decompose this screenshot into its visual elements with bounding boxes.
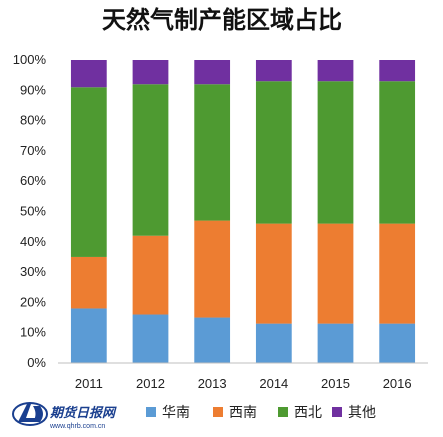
y-tick-label: 90% — [20, 82, 46, 97]
bar-segment-华南-2014 — [255, 323, 292, 363]
y-tick-label: 80% — [20, 113, 46, 128]
legend-label: 西南 — [229, 405, 257, 421]
y-tick-label: 60% — [20, 173, 46, 188]
bar-segment-其他-2016 — [379, 60, 416, 82]
bar-segment-西南-2012 — [132, 235, 169, 315]
y-axis: 0% 10% 20% 30% 40% 50% 60% 70% 80% 90% 100% — [13, 52, 47, 370]
x-tick-label: 2014 — [259, 376, 288, 391]
legend-swatch — [213, 407, 223, 417]
legend-item-西南: 西南 — [213, 405, 257, 421]
bar-segment-西南-2013 — [194, 220, 231, 318]
bar-segment-华南-2015 — [317, 323, 354, 363]
x-tick-label: 2011 — [75, 376, 103, 391]
y-tick-label: 20% — [20, 294, 46, 309]
legend-label: 华南 — [162, 405, 190, 421]
bars — [70, 60, 416, 363]
bar-segment-西北-2016 — [379, 81, 416, 224]
y-tick-label: 30% — [20, 264, 46, 279]
bar-segment-华南-2016 — [379, 323, 416, 363]
y-tick-label: 10% — [20, 325, 46, 340]
legend-swatch — [278, 407, 288, 417]
bar-segment-西北-2014 — [255, 81, 292, 224]
bar-segment-西南-2016 — [379, 223, 416, 324]
bar-segment-其他-2012 — [132, 60, 169, 85]
legend-label: 西北 — [294, 405, 322, 421]
watermark-name: 期货日报网 — [49, 405, 117, 421]
watermark-logo: 期货日报网 www.qhrb.com.cn — [12, 402, 117, 430]
watermark-url: www.qhrb.com.cn — [49, 423, 105, 430]
bar-segment-西南-2014 — [255, 223, 292, 324]
y-tick-label: 50% — [20, 204, 46, 219]
legend-item-华南: 华南 — [146, 405, 190, 421]
bar-segment-西北-2011 — [70, 87, 107, 257]
legend-item-西北: 西北 — [278, 405, 322, 421]
y-tick-label: 40% — [20, 234, 46, 249]
bar-segment-其他-2013 — [194, 60, 231, 85]
bar-segment-华南-2011 — [70, 308, 107, 363]
bar-segment-华南-2012 — [132, 314, 169, 363]
bar-segment-西南-2015 — [317, 223, 354, 324]
bar-segment-其他-2011 — [70, 60, 107, 88]
bar-segment-其他-2015 — [317, 60, 354, 82]
y-tick-label: 70% — [20, 143, 46, 158]
x-axis: 2011 2012 2013 2014 2015 2016 — [75, 376, 412, 391]
qhrb-logo-icon — [12, 402, 48, 426]
x-tick-label: 2015 — [321, 376, 350, 391]
legend-swatch — [332, 407, 342, 417]
bar-segment-西北-2015 — [317, 81, 354, 224]
x-tick-label: 2012 — [136, 376, 165, 391]
bar-segment-西北-2013 — [194, 84, 231, 221]
legend-label: 其他 — [348, 405, 376, 421]
bar-segment-西南-2011 — [70, 256, 107, 309]
y-tick-label: 100% — [13, 52, 47, 67]
legend: 华南 西南 西北 其他 — [146, 405, 376, 421]
bar-segment-华南-2013 — [194, 317, 231, 363]
legend-item-其他: 其他 — [332, 405, 376, 421]
y-tick-label: 0% — [27, 355, 46, 370]
x-tick-label: 2013 — [198, 376, 227, 391]
bar-segment-西北-2012 — [132, 84, 169, 236]
x-tick-label: 2016 — [383, 376, 412, 391]
chart-title: 天然气制产能区域占比 — [102, 5, 342, 34]
bar-segment-其他-2014 — [255, 60, 292, 82]
legend-swatch — [146, 407, 156, 417]
